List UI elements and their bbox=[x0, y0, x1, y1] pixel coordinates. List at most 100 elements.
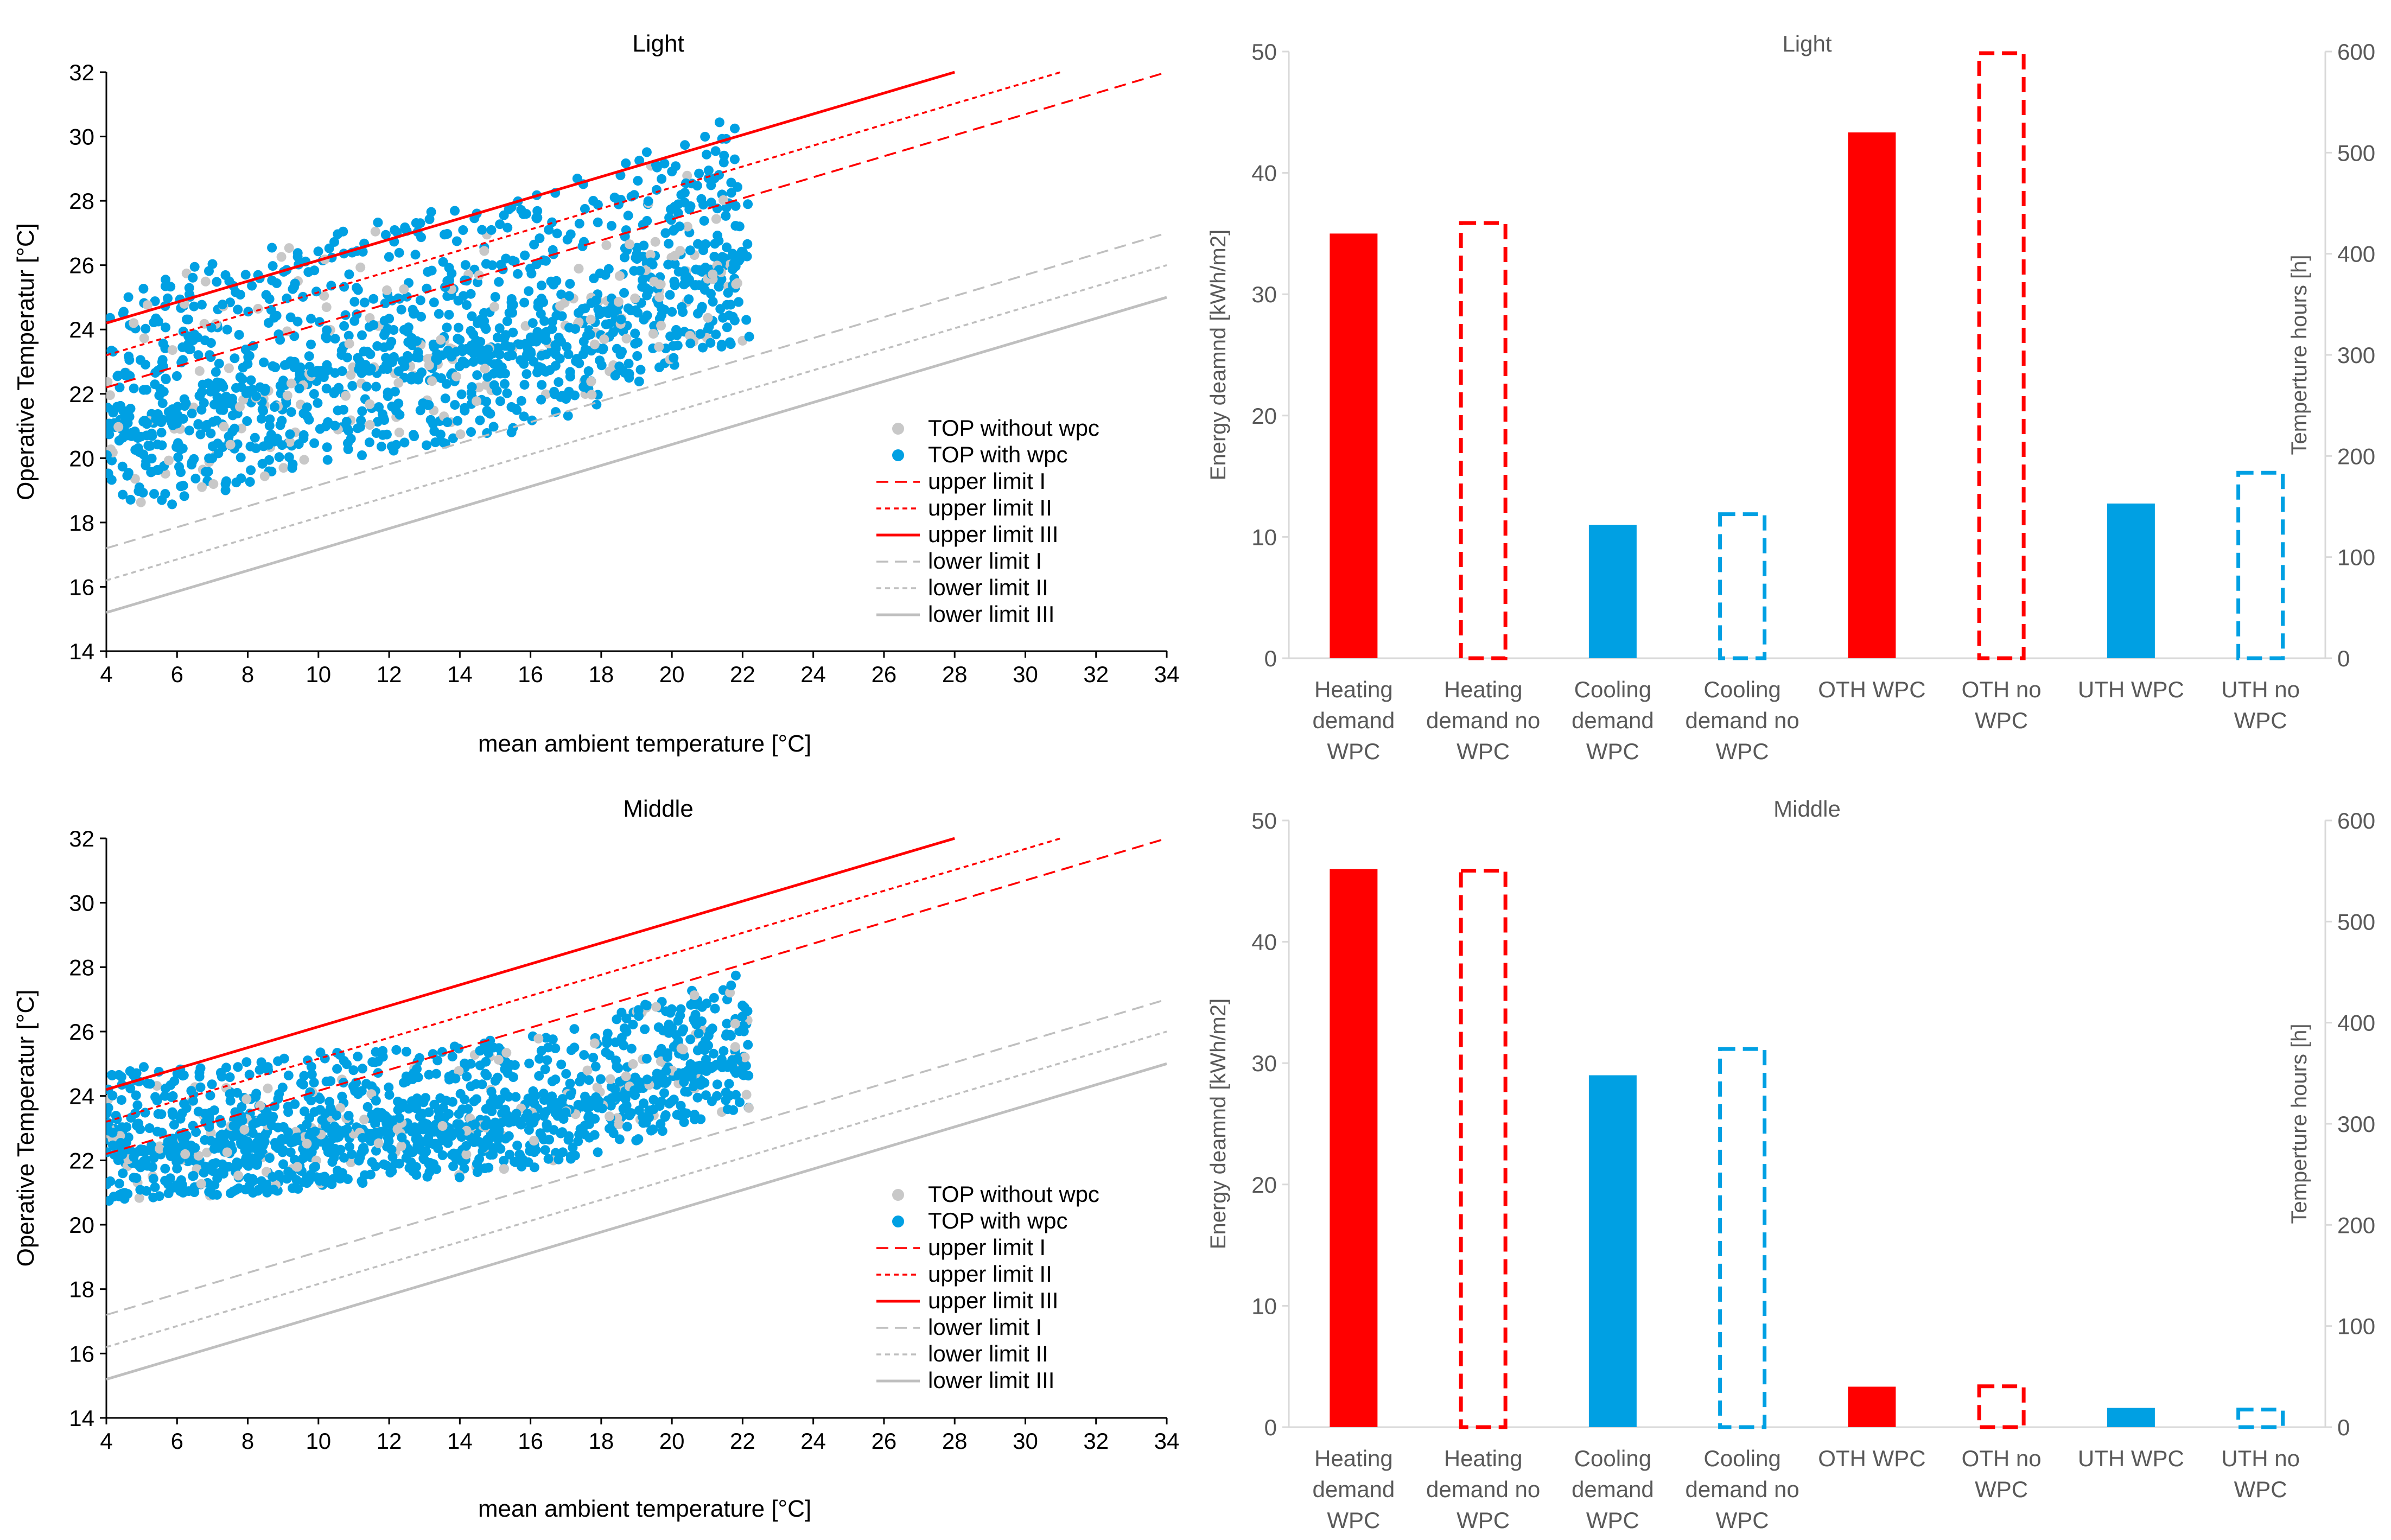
scatter-point-with-wpc bbox=[536, 351, 546, 361]
scatter-point-with-wpc bbox=[188, 335, 198, 346]
category-label: Cooling bbox=[1703, 677, 1780, 702]
scatter-point-with-wpc bbox=[710, 239, 720, 249]
scatter-point-with-wpc bbox=[126, 431, 137, 441]
scatter-point-with-wpc bbox=[131, 1090, 141, 1100]
scatter-point-with-wpc bbox=[367, 1110, 377, 1120]
bar-solid bbox=[1588, 1075, 1637, 1427]
scatter-point-with-wpc bbox=[332, 1064, 342, 1074]
scatter-point-with-wpc bbox=[556, 1128, 566, 1138]
y2-axis-title: Temperture hours [h] bbox=[2287, 1023, 2311, 1224]
scatter-point-with-wpc bbox=[349, 297, 360, 307]
scatter-point-without-wpc bbox=[650, 237, 660, 247]
category-label: WPC bbox=[1327, 1507, 1380, 1533]
scatter-point-with-wpc bbox=[380, 230, 391, 240]
scatter-point-with-wpc bbox=[361, 1079, 371, 1089]
scatter-point-with-wpc bbox=[701, 239, 711, 249]
y-axis-title: Operative Temperatur [°C] bbox=[12, 223, 39, 500]
scatter-point-with-wpc bbox=[453, 416, 463, 426]
scatter-point-with-wpc bbox=[205, 1117, 215, 1127]
limit-line-upper-limit-iii bbox=[106, 71, 955, 324]
scatter-point-with-wpc bbox=[344, 269, 354, 279]
scatter-point-with-wpc bbox=[548, 1034, 558, 1045]
scatter-point-with-wpc bbox=[688, 1081, 698, 1092]
legend-label: upper limit III bbox=[928, 1288, 1058, 1313]
scatter-point-without-wpc bbox=[599, 334, 609, 345]
scatter-point-with-wpc bbox=[408, 304, 418, 315]
scatter-point-with-wpc bbox=[196, 300, 207, 310]
bar-solid bbox=[1330, 869, 1378, 1427]
x-axis-title: mean ambient temperature [°C] bbox=[478, 1496, 811, 1522]
scatter-point-with-wpc bbox=[353, 1052, 363, 1061]
scatter-point-with-wpc bbox=[266, 1113, 276, 1124]
scatter-point-with-wpc bbox=[344, 425, 354, 436]
y-tick-label: 50 bbox=[1251, 39, 1277, 65]
scatter-point-with-wpc bbox=[270, 402, 279, 412]
scatter-point-with-wpc bbox=[141, 359, 150, 370]
scatter-point-with-wpc bbox=[131, 1173, 142, 1183]
bar-solid bbox=[2107, 503, 2155, 658]
scatter-point-with-wpc bbox=[409, 431, 419, 441]
scatter-point-with-wpc bbox=[461, 300, 472, 310]
scatter-point-with-wpc bbox=[220, 479, 231, 489]
scatter-point-with-wpc bbox=[199, 1168, 209, 1178]
scatter-point-with-wpc bbox=[544, 225, 554, 235]
scatter-point-with-wpc bbox=[703, 173, 714, 183]
scatter-point-with-wpc bbox=[384, 252, 394, 262]
scatter-point-with-wpc bbox=[486, 225, 497, 235]
scatter-point-with-wpc bbox=[407, 1127, 417, 1137]
scatter-point-with-wpc bbox=[574, 358, 584, 368]
scatter-point-with-wpc bbox=[538, 1089, 549, 1099]
scatter-point-with-wpc bbox=[646, 257, 656, 268]
scatter-point-without-wpc bbox=[163, 455, 174, 466]
scatter-point-with-wpc bbox=[520, 250, 530, 260]
scatter-point-with-wpc bbox=[444, 1071, 454, 1081]
scatter-point-with-wpc bbox=[742, 239, 753, 249]
scatter-point-with-wpc bbox=[494, 365, 504, 375]
scatter-point-with-wpc bbox=[246, 1153, 257, 1163]
scatter-point-without-wpc bbox=[656, 321, 666, 331]
scatter-point-with-wpc bbox=[309, 265, 320, 276]
scatter-point-with-wpc bbox=[591, 295, 601, 306]
y-tick-label: 22 bbox=[69, 381, 94, 407]
scatter-point-with-wpc bbox=[358, 1133, 368, 1143]
scatter-point-with-wpc bbox=[212, 277, 222, 287]
scatter-point-with-wpc bbox=[516, 205, 526, 215]
scatter-point-with-wpc bbox=[664, 1020, 674, 1029]
scatter-point-with-wpc bbox=[635, 265, 645, 276]
scatter-point-with-wpc bbox=[493, 1134, 503, 1144]
scatter-point-without-wpc bbox=[741, 1090, 752, 1100]
scatter-point-with-wpc bbox=[401, 1153, 411, 1163]
scatter-point-with-wpc bbox=[384, 1082, 394, 1092]
scatter-point-with-wpc bbox=[693, 239, 703, 249]
legend-label: lower limit II bbox=[928, 575, 1048, 600]
scatter-point-with-wpc bbox=[310, 1127, 320, 1137]
scatter-point-with-wpc bbox=[624, 368, 634, 379]
scatter-point-with-wpc bbox=[230, 423, 240, 434]
y2-tick-label: 600 bbox=[2337, 808, 2375, 833]
scatter-point-with-wpc bbox=[690, 281, 700, 291]
x-tick-label: 6 bbox=[171, 1428, 183, 1454]
y-tick-label: 22 bbox=[69, 1148, 94, 1173]
scatter-point-with-wpc bbox=[462, 1071, 472, 1081]
scatter-point-with-wpc bbox=[339, 1125, 349, 1136]
scatter-point-with-wpc bbox=[237, 1138, 247, 1148]
scatter-point-with-wpc bbox=[452, 1119, 462, 1129]
scatter-point-with-wpc bbox=[148, 1174, 158, 1184]
category-label: demand bbox=[1312, 708, 1395, 733]
scatter-point-with-wpc bbox=[443, 346, 453, 355]
scatter-point-with-wpc bbox=[226, 1188, 236, 1198]
scatter-point-with-wpc bbox=[506, 294, 517, 304]
scatter-point-with-wpc bbox=[561, 1068, 571, 1079]
scatter-point-with-wpc bbox=[341, 417, 352, 427]
scatter-point-with-wpc bbox=[714, 117, 724, 128]
y2-tick-label: 0 bbox=[2337, 1415, 2350, 1440]
scatter-point-with-wpc bbox=[593, 200, 603, 210]
scatter-point-with-wpc bbox=[457, 356, 468, 366]
scatter-point-with-wpc bbox=[590, 1061, 601, 1072]
scatter-point-with-wpc bbox=[541, 256, 551, 266]
scatter-point-with-wpc bbox=[516, 396, 526, 406]
scatter-point-with-wpc bbox=[260, 384, 270, 394]
scatter-point-with-wpc bbox=[180, 1130, 190, 1141]
scatter-point-with-wpc bbox=[527, 415, 537, 425]
scatter-point-with-wpc bbox=[246, 465, 256, 475]
